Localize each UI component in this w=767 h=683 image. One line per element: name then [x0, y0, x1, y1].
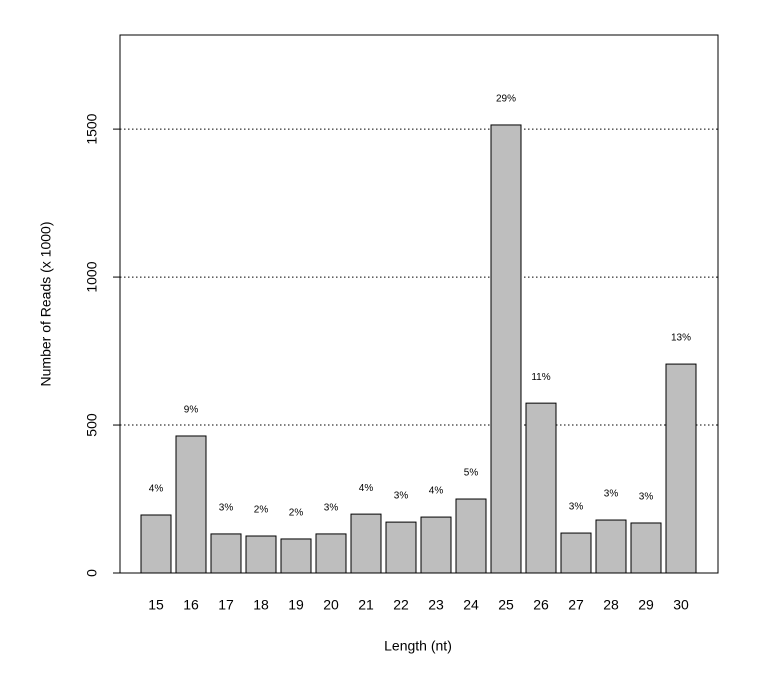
- x-tick-label: 28: [603, 597, 619, 613]
- y-tick-label: 1000: [84, 261, 100, 292]
- bar: [140, 514, 172, 574]
- x-tick-label: 25: [498, 597, 514, 613]
- x-tick-label: 18: [253, 597, 269, 613]
- bar-annotation: 2%: [289, 508, 304, 519]
- x-tick-label: 19: [288, 597, 304, 613]
- x-tick-label: 29: [638, 597, 654, 613]
- y-tick-label: 1500: [84, 113, 100, 144]
- bar-annotation: 3%: [639, 492, 654, 503]
- x-tick-label: 30: [673, 597, 689, 613]
- x-tick-label: 24: [463, 597, 479, 613]
- bar-annotation: 3%: [394, 491, 409, 502]
- bar: [560, 532, 592, 574]
- x-tick-label: 22: [393, 597, 409, 613]
- x-tick-label: 26: [533, 597, 549, 613]
- x-axis-label: Length (nt): [384, 638, 452, 654]
- bar-annotation: 3%: [569, 502, 584, 513]
- y-tick-label: 500: [84, 413, 100, 437]
- bar-annotation: 13%: [671, 333, 691, 344]
- bar: [525, 402, 557, 574]
- x-tick-label: 23: [428, 597, 444, 613]
- bar: [350, 513, 382, 574]
- y-axis-label: Number of Reads (x 1000): [38, 222, 54, 387]
- bar: [385, 521, 417, 574]
- x-tick-label: 21: [358, 597, 374, 613]
- bar: [490, 124, 522, 574]
- x-tick-label: 20: [323, 597, 339, 613]
- bar: [630, 522, 662, 574]
- bar-annotation: 4%: [359, 483, 374, 494]
- x-tick-label: 16: [183, 597, 199, 613]
- bar: [420, 516, 452, 574]
- bar: [665, 363, 697, 574]
- bar: [175, 435, 207, 574]
- bar-annotation: 11%: [531, 372, 550, 383]
- x-tick-label: 27: [568, 597, 584, 613]
- bar: [455, 498, 487, 574]
- x-tick-label: 17: [218, 597, 234, 613]
- bar: [210, 533, 242, 574]
- bar-annotation: 3%: [219, 503, 234, 514]
- bar-annotation: 3%: [604, 489, 619, 500]
- bar-annotation: 4%: [429, 486, 444, 497]
- x-tick-label: 15: [148, 597, 164, 613]
- plot-frame: [119, 34, 719, 574]
- bar-annotation: 5%: [464, 468, 479, 479]
- y-tick-label: 0: [84, 569, 100, 577]
- bar-annotation: 29%: [496, 94, 516, 105]
- bar-annotation: 4%: [149, 484, 164, 495]
- bar: [595, 519, 627, 574]
- bar: [280, 538, 312, 574]
- bar-annotation: 2%: [254, 505, 269, 516]
- bar: [315, 533, 347, 574]
- bar: [245, 535, 277, 574]
- bar-annotation: 3%: [324, 503, 339, 514]
- bar-annotation: 9%: [184, 405, 199, 416]
